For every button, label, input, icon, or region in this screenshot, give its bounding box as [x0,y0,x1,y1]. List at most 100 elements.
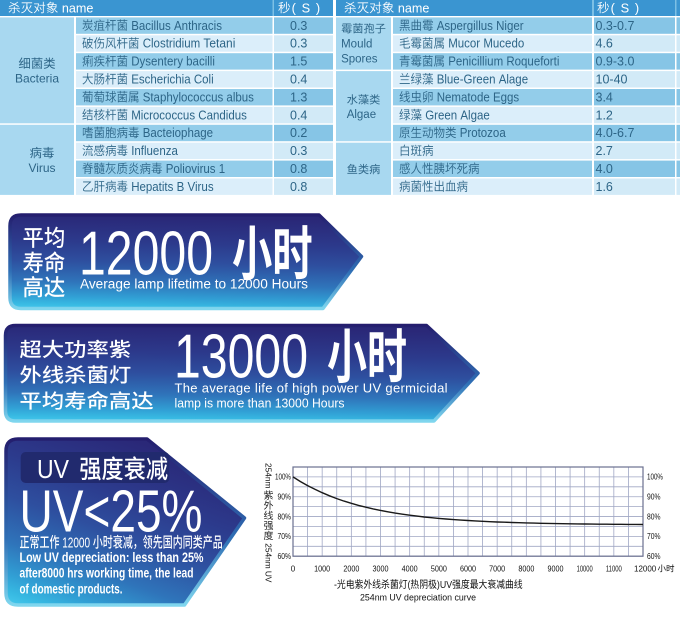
svg-text:12000: 12000 [79,220,213,289]
svg-text:Protozoa: Protozoa [460,126,506,140]
svg-text:0.3-0.7: 0.3-0.7 [596,19,635,33]
svg-text:100%: 100% [647,473,663,482]
svg-text:Clostridium: Clostridium [143,37,201,51]
svg-text:-: - [334,579,337,591]
svg-text:80%: 80% [647,512,661,521]
svg-text:of domestic products.: of domestic products. [20,581,123,597]
svg-text:Spores: Spores [341,54,378,66]
svg-text:2000: 2000 [343,565,359,574]
svg-text:Aspergillus: Aspergillus [437,19,493,33]
svg-text:4.0-6.7: 4.0-6.7 [596,126,635,140]
svg-text:254nm: 254nm [264,463,274,488]
svg-text:Mucor: Mucor [448,37,480,51]
svg-text:13000: 13000 [174,323,308,392]
svg-text:0: 0 [291,565,296,574]
svg-text:10-40: 10-40 [596,73,628,87]
svg-text:0.3: 0.3 [290,37,307,51]
svg-text:Virus: Virus [28,161,55,175]
svg-text:Alage: Alage [499,73,528,87]
svg-text:Niger: Niger [496,19,523,33]
svg-text:1000: 1000 [314,565,330,574]
svg-text:90%: 90% [278,493,292,502]
svg-text:Nematode: Nematode [437,90,490,104]
svg-text:Escherichia: Escherichia [131,73,190,87]
svg-text:Poliovirus: Poliovirus [166,162,216,176]
svg-text:0.4: 0.4 [290,108,307,122]
svg-text:0.8: 0.8 [290,180,307,194]
svg-text:100%: 100% [275,473,291,482]
svg-text:after8000 hrs working time, th: after8000 hrs working time, the lead [20,565,194,581]
svg-text:UV<25%: UV<25% [20,479,203,545]
svg-text:6000: 6000 [460,565,476,574]
svg-text:Coli: Coli [194,73,214,87]
svg-text:0.3: 0.3 [290,19,307,33]
svg-text:)UV: )UV [437,579,452,591]
svg-text:Mucedo: Mucedo [483,37,524,51]
svg-text:0.8: 0.8 [290,162,307,176]
svg-text:( S ): ( S ) [292,0,322,15]
svg-text:Algae: Algae [347,109,376,121]
svg-text:0.2: 0.2 [290,126,307,140]
svg-text:name: name [398,1,430,15]
svg-text:name: name [62,1,94,15]
svg-text:9000: 9000 [548,565,564,574]
svg-text:Roqueforti: Roqueforti [506,55,559,69]
svg-text:Bacteiophage: Bacteiophage [143,126,213,140]
svg-text:1.2: 1.2 [596,108,613,122]
svg-text:Average lamp lifetime to 12000: Average lamp lifetime to 12000 Hours [80,277,308,292]
svg-text:5000: 5000 [431,565,447,574]
svg-text:0.3: 0.3 [290,144,307,158]
svg-text:Green: Green [425,108,457,122]
svg-text:Candidus: Candidus [198,108,247,122]
svg-text:Eggs: Eggs [493,90,519,104]
svg-text:7000: 7000 [489,565,505,574]
svg-text:1.6: 1.6 [596,180,613,194]
svg-text:Mould: Mould [341,39,372,51]
svg-text:70%: 70% [647,532,661,541]
svg-text:1: 1 [219,162,225,176]
svg-text:bacilli: bacilli [186,55,215,69]
svg-text:Dysentery: Dysentery [131,55,183,69]
svg-text:10000: 10000 [577,565,593,574]
svg-text:3000: 3000 [373,565,389,574]
svg-text:4000: 4000 [402,565,418,574]
svg-text:albus: albus [226,90,253,104]
svg-text:12000: 12000 [634,565,657,574]
svg-text:(: ( [407,579,410,591]
svg-text:4.0: 4.0 [596,162,613,176]
svg-text:UV: UV [37,454,70,484]
svg-text:1.3: 1.3 [290,90,307,104]
svg-text:Penicillium: Penicillium [448,55,503,69]
svg-text:Micrococcus: Micrococcus [131,108,195,122]
svg-text:70%: 70% [278,532,292,541]
svg-text:254nm: 254nm [264,543,274,568]
svg-text:0.9-3.0: 0.9-3.0 [596,55,635,69]
svg-text:lamp is more than 13000 Hours: lamp is more than 13000 Hours [175,396,345,411]
svg-text:Tetani: Tetani [203,37,235,51]
svg-text:Anthracis: Anthracis [174,19,222,33]
svg-text:Blue-Green: Blue-Green [437,73,496,87]
svg-text:B: B [177,180,185,194]
svg-text:Hepatits: Hepatits [131,180,173,194]
svg-text:( S ): ( S ) [611,0,641,15]
svg-text:Low UV depreciation: less than: Low UV depreciation: less than 25% [20,549,204,565]
svg-text:4.6: 4.6 [596,37,613,51]
svg-text:2.7: 2.7 [596,144,613,158]
svg-text:8000: 8000 [518,565,534,574]
svg-text:3.4: 3.4 [596,90,613,104]
svg-text:Bacillus: Bacillus [131,19,171,33]
svg-text:The average life of high power: The average life of high power UV germic… [175,381,448,396]
svg-text:Staphylococcus: Staphylococcus [143,90,224,104]
svg-text:Algae: Algae [460,108,489,122]
svg-text:UV: UV [264,571,274,583]
svg-text:80%: 80% [278,512,292,521]
svg-text:254nm UV depreciation curve: 254nm UV depreciation curve [360,593,476,604]
svg-text:11000: 11000 [606,565,622,574]
svg-text:90%: 90% [647,493,661,502]
svg-text:1.5: 1.5 [290,55,307,69]
svg-text:12000: 12000 [62,535,90,552]
svg-text:60%: 60% [647,552,661,561]
svg-text:Influenza: Influenza [131,144,178,158]
svg-text:0.4: 0.4 [290,73,307,87]
svg-text:Virus: Virus [187,180,213,194]
